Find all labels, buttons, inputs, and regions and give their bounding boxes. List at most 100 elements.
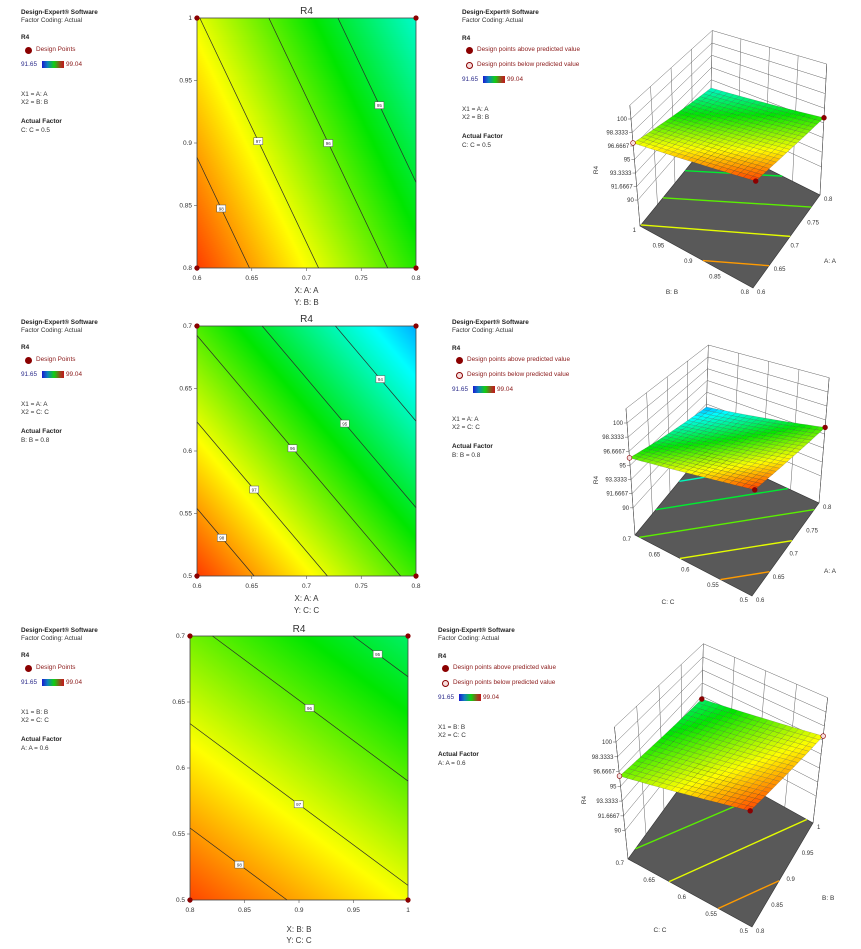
y-tick-label: 0.6 (183, 448, 192, 455)
wall-gridline (625, 344, 709, 409)
x2-factor: X2 = B: B (21, 99, 49, 106)
x-axis-label: X: A: A (294, 594, 319, 603)
design-points-label: Design Points (36, 664, 76, 671)
z-tick-label: 90 (622, 506, 629, 512)
surface-legend: Design-Expert® Software Factor Coding: A… (462, 9, 622, 169)
y-tick-label: 1 (188, 15, 192, 22)
plot-frame (196, 17, 417, 269)
contour-label: 95 (375, 652, 381, 657)
x1-factor: X1 = A: A (21, 401, 48, 408)
design-point-above (747, 808, 753, 814)
wall-gridline (629, 30, 713, 106)
design-point-icon (25, 665, 32, 672)
z-tick-label: 98.3333 (592, 755, 614, 761)
above-point-icon (442, 665, 449, 672)
design-point-icon (25, 47, 32, 54)
wall-gridline (702, 669, 825, 727)
z-tick-label: 91.6667 (598, 814, 620, 820)
contour-label: 98 (219, 536, 225, 541)
contour-label: 96 (307, 706, 313, 711)
below-point-icon (466, 62, 473, 69)
chart-title: R4 (300, 314, 313, 325)
wall-gridline (618, 682, 703, 772)
x-tick-label: 0.95 (347, 907, 360, 914)
x-tick-label: 0.9 (294, 907, 303, 914)
y-tick-label: 0.9 (183, 140, 192, 147)
wall-gridline (711, 67, 825, 109)
wall-gridline (628, 380, 708, 452)
contour-line (196, 421, 328, 577)
design-point (405, 897, 411, 903)
design-point (413, 573, 419, 579)
x-tick-label: 0.75 (806, 528, 818, 534)
design-point-icon (25, 357, 32, 364)
below-point-icon (456, 372, 463, 379)
design-point-above (822, 424, 828, 431)
z-tick-label: 96.6667 (608, 144, 630, 150)
x-tick-label: 0.7 (302, 275, 311, 282)
z-tick-label: 100 (613, 421, 624, 427)
contour-label: 96 (290, 446, 296, 451)
design-point (194, 15, 200, 21)
contour-label-box (375, 375, 386, 383)
y-tick-label: 0.65 (172, 699, 185, 706)
factor-coding: Factor Coding: Actual (21, 635, 83, 642)
box-edge (819, 64, 828, 196)
x-tick-label: 0.95 (802, 851, 814, 857)
x-tick-label: 0.75 (355, 275, 368, 282)
contour-label: 94 (378, 377, 384, 382)
software-name: Design-Expert® Software (452, 319, 529, 326)
y-tick-label: 0.5 (740, 598, 749, 604)
colorbar-min: 91.65 (21, 61, 37, 68)
contour-legend: Design-Expert® Software Factor Coding: A… (21, 319, 181, 479)
z-tick-label: 96.6667 (603, 449, 625, 455)
x2-factor: X2 = B: B (462, 114, 490, 121)
above-point-icon (456, 357, 463, 364)
x-tick-label: 0.85 (771, 903, 783, 909)
y-tick-label: 0.55 (172, 831, 185, 838)
design-point-above (699, 696, 705, 702)
actual-factor-value: C: C = 0.5 (462, 142, 491, 149)
colorbar-min: 91.65 (438, 694, 454, 701)
below-label: Design points below predicted value (453, 679, 556, 686)
colorbar (42, 679, 64, 686)
x1-factor: X1 = A: A (452, 416, 479, 423)
y-axis-label: C: C (654, 927, 667, 934)
contour-fill (197, 326, 416, 576)
design-points-label: Design Points (36, 356, 76, 363)
contour-label-box (372, 650, 383, 658)
actual-factor-value: A: A = 0.6 (21, 745, 49, 752)
wall-gridline (702, 656, 827, 713)
contour-label: 98 (237, 862, 243, 867)
y-tick-label: 0.95 (179, 78, 192, 85)
x-tick-label: 0.8 (756, 929, 765, 935)
y-tick-label: 0.8 (741, 290, 750, 296)
factor-coding: Factor Coding: Actual (462, 17, 524, 24)
contour-label-box (304, 704, 315, 712)
x-tick-label: 0.75 (807, 220, 819, 226)
above-label: Design points above predicted value (467, 356, 571, 363)
design-point-below (820, 733, 826, 739)
wall-gridline (711, 42, 827, 80)
x-tick-label: 0.65 (245, 583, 258, 590)
z-tick-label: 98.3333 (606, 131, 628, 137)
x-tick-label: 0.7 (790, 552, 799, 558)
plot-frame (189, 635, 409, 901)
response-name: R4 (462, 35, 471, 42)
wall-gridline (630, 42, 713, 120)
response-name: R4 (21, 344, 30, 351)
factor-coding: Factor Coding: Actual (21, 327, 83, 334)
design-point (413, 15, 419, 21)
x-tick-label: 0.8 (185, 907, 194, 914)
contour-line (196, 508, 255, 577)
above-label: Design points above predicted value (453, 664, 557, 671)
surface-legend: Design-Expert® Software Factor Coding: A… (438, 627, 598, 787)
z-tick-label: 95 (624, 158, 631, 164)
actual-factor-title: Actual Factor (21, 118, 62, 125)
z-axis-edge (625, 408, 636, 536)
actual-factor-title: Actual Factor (452, 443, 493, 450)
x-tick-label: 0.8 (411, 583, 420, 590)
contour-legend: Design-Expert® Software Factor Coding: A… (21, 9, 181, 169)
response-name: R4 (452, 345, 461, 352)
above-label: Design points above predicted value (477, 46, 581, 53)
